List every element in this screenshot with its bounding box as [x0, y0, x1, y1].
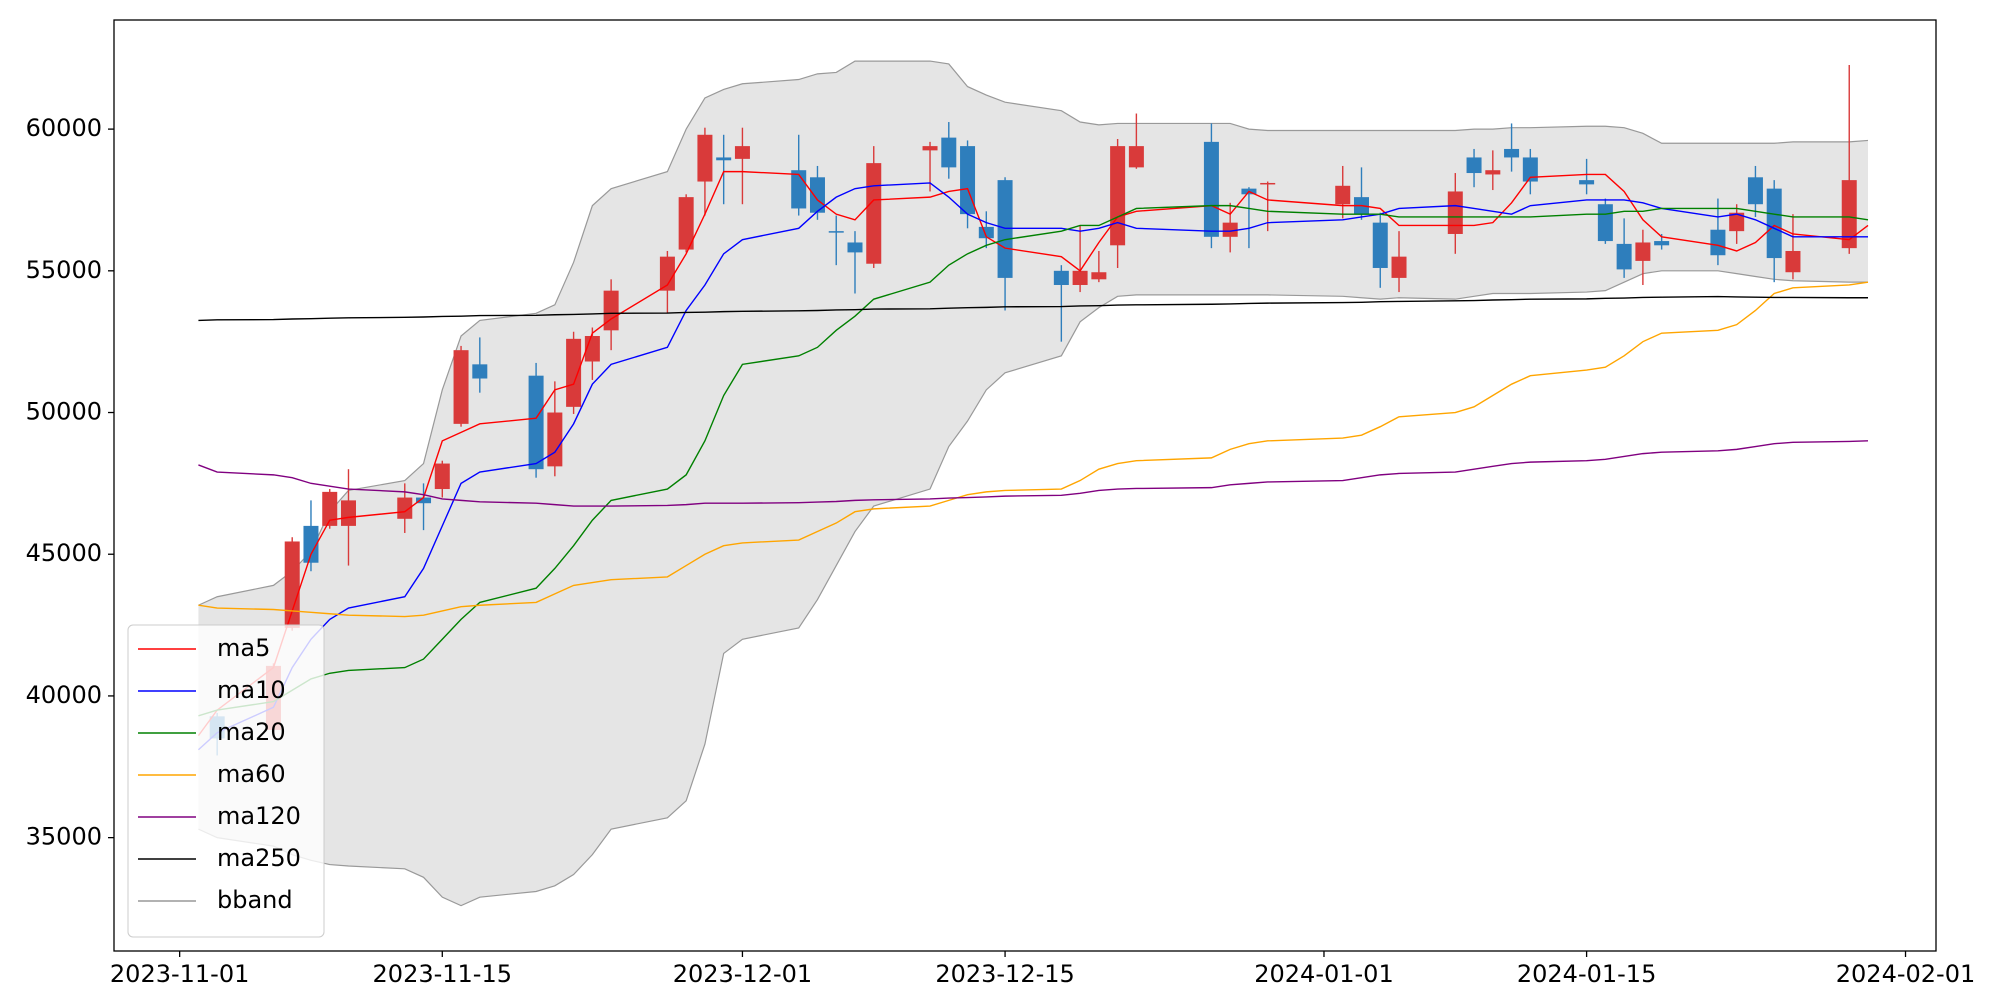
band-line	[198, 270, 1868, 907]
y-tick-label: 60000	[26, 114, 102, 142]
candle-body	[284, 541, 300, 628]
candle-body	[1766, 188, 1782, 259]
candle-body	[697, 134, 713, 182]
y-tick-label: 50000	[26, 398, 102, 426]
candle-body	[434, 463, 450, 490]
x-tick-label: 2023-12-15	[935, 960, 1074, 988]
candle-body	[1091, 272, 1107, 280]
candle-body	[453, 350, 469, 424]
candle-body	[1466, 157, 1482, 174]
candle-body	[809, 177, 825, 213]
legend-label: ma60	[217, 760, 286, 788]
candle-body	[1522, 157, 1538, 182]
candle-body	[303, 525, 319, 563]
candle-body	[1485, 170, 1501, 175]
ma-line	[197, 182, 1868, 751]
legend-label: ma10	[217, 676, 286, 704]
candle-body	[416, 497, 432, 504]
legend-label: ma120	[217, 802, 301, 830]
ma-line	[198, 440, 1869, 507]
y-tick-label: 35000	[26, 823, 102, 851]
candle-body	[866, 163, 882, 264]
x-tick-label: 2024-02-01	[1836, 960, 1975, 988]
legend-label: bband	[217, 886, 293, 914]
candle-body	[1222, 222, 1238, 237]
legend-label: ma20	[217, 718, 286, 746]
candle-body	[791, 170, 807, 209]
candle-body	[1447, 191, 1463, 234]
candle-body	[1053, 270, 1069, 285]
candle-body	[978, 226, 994, 239]
candle-body	[941, 137, 957, 168]
candle-body	[1128, 146, 1144, 168]
ma-line	[198, 204, 1869, 717]
candle-body	[828, 231, 844, 233]
candle-body	[1747, 177, 1763, 205]
legend-label: ma5	[217, 634, 270, 662]
candle-body	[397, 497, 413, 519]
y-tick-label: 55000	[26, 256, 102, 284]
candle-body	[716, 157, 732, 161]
x-tick-label: 2023-11-01	[110, 960, 249, 988]
candle-body	[659, 256, 675, 291]
candle-body	[547, 412, 563, 467]
candle-body	[566, 338, 582, 407]
candle-body	[1785, 250, 1801, 273]
band-line	[198, 60, 1869, 606]
candle-body	[1729, 212, 1745, 232]
candle-body	[734, 146, 750, 159]
x-tick-label: 2023-12-01	[673, 960, 812, 988]
candle-body	[1710, 229, 1726, 256]
candle-body	[322, 491, 338, 526]
candle-body	[528, 375, 544, 470]
candle-body	[1110, 146, 1126, 246]
candle-body	[1260, 182, 1276, 185]
candle-body	[1597, 204, 1613, 242]
ma-line	[198, 295, 1868, 322]
x-tick-label: 2024-01-01	[1254, 960, 1393, 988]
legend-label: ma250	[217, 844, 301, 872]
candle-body	[1841, 180, 1857, 249]
candle-body	[997, 180, 1013, 278]
candle-body	[1654, 241, 1670, 246]
plot-frame	[113, 19, 1937, 952]
candle-body	[847, 242, 863, 253]
candle-body	[1616, 243, 1632, 270]
candle-body	[1504, 148, 1520, 158]
band-fill	[198, 61, 1868, 906]
candle-body	[1391, 256, 1407, 278]
y-tick-label: 40000	[26, 681, 102, 709]
x-tick-label: 2024-01-15	[1517, 960, 1656, 988]
candle-body	[1072, 270, 1088, 285]
legend: ma5 ma10 ma20 ma60 ma120 ma250 bband	[127, 624, 325, 938]
candle-body	[472, 364, 488, 379]
candle-body	[1335, 185, 1351, 205]
candle-body	[678, 197, 694, 250]
candle-body	[340, 500, 356, 526]
plot-area	[197, 60, 1869, 907]
candle-body	[922, 146, 938, 151]
candle-body	[1372, 222, 1388, 268]
candle-body	[603, 290, 619, 331]
candle-body	[1579, 180, 1595, 185]
candle-body	[1635, 242, 1651, 261]
y-tick-label: 45000	[26, 539, 102, 567]
candle-body	[1203, 141, 1219, 237]
x-tick-label: 2023-11-15	[373, 960, 512, 988]
ma-line	[198, 281, 1869, 618]
